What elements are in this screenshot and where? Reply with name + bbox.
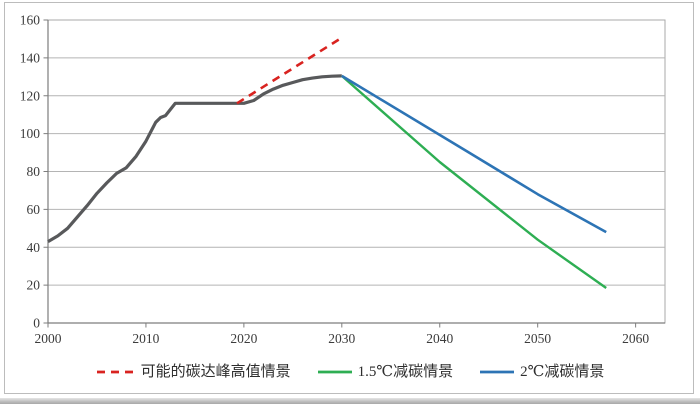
legend-line-peak-high-scenario-icon	[96, 370, 135, 374]
series-scenario-1p5c-line	[341, 74, 607, 289]
series-scenario-2c-line	[341, 74, 607, 234]
x-axis-tick-label: 2020	[230, 331, 257, 346]
x-axis-tick-label: 2030	[328, 331, 355, 346]
y-axis-tick-label: 100	[20, 126, 41, 141]
y-axis-tick-label: 40	[27, 240, 41, 255]
legend-item-scenario-1p5c: 1.5℃减碳情景	[317, 363, 454, 380]
y-axis-tick-label: 140	[20, 50, 41, 65]
legend-label-scenario-2c: 2℃减碳情景	[520, 363, 605, 380]
y-axis-tick-label: 120	[20, 88, 41, 103]
y-axis-tick-label: 160	[20, 13, 41, 28]
legend-line-scenario-2c-icon	[480, 370, 515, 374]
y-axis-tick-label: 80	[27, 164, 41, 179]
series-peak-high-scenario-line	[236, 37, 341, 105]
y-axis-tick-label: 60	[27, 202, 41, 217]
legend-label-peak-high-scenario: 可能的碳达峰高值情景	[140, 363, 291, 380]
legend-item-peak-high-scenario: 可能的碳达峰高值情景	[96, 363, 291, 380]
y-axis-tick-label: 20	[27, 278, 41, 293]
x-axis-tick-label: 2040	[426, 331, 453, 346]
series-historical-line	[47, 74, 342, 243]
x-axis-tick-label: 2010	[132, 331, 159, 346]
y-axis-tick-label: 0	[33, 316, 40, 331]
legend-line-scenario-1p5c-icon	[317, 370, 352, 374]
legend-item-scenario-2c: 2℃减碳情景	[479, 363, 605, 380]
window-bottom-edge	[0, 398, 700, 404]
legend-label-scenario-1p5c: 1.5℃减碳情景	[357, 363, 454, 380]
x-axis-tick-label: 2000	[35, 331, 62, 346]
chart-legend: 可能的碳达峰高值情景 1.5℃减碳情景 2℃减碳情景	[40, 357, 660, 387]
x-axis-tick-label: 2060	[622, 331, 649, 346]
x-axis-tick-label: 2050	[524, 331, 551, 346]
